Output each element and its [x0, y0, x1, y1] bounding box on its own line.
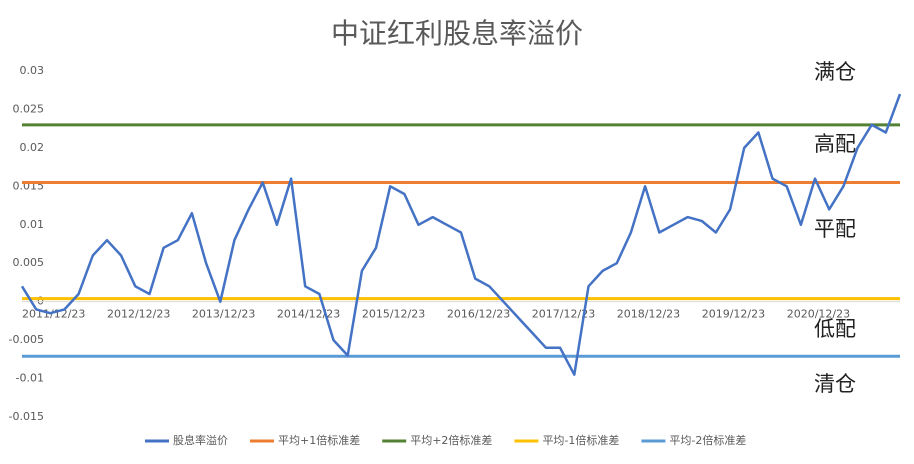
x-tick-label: 2014/12/23 — [277, 308, 340, 321]
x-tick-label: 2013/12/23 — [192, 308, 255, 321]
x-tick-label: 2012/12/23 — [107, 308, 170, 321]
x-tick-label: 2020/12/23 — [787, 308, 850, 321]
zone-label: 清仓 — [814, 372, 856, 396]
x-tick-label: 2018/12/23 — [617, 308, 680, 321]
legend-label: 平均+2倍标准差 — [410, 433, 492, 447]
zone-label: 平配 — [814, 217, 856, 241]
y-tick-label: 0.02 — [20, 141, 45, 154]
chart-title: 中证红利股息率溢价 — [331, 17, 583, 50]
legend-label: 平均+1倍标准差 — [278, 433, 360, 447]
x-tick-label: 2011/12/23 — [22, 308, 85, 321]
legend-label: 平均-2倍标准差 — [669, 433, 746, 447]
y-tick-label: -0.005 — [9, 333, 44, 346]
zone-label: 满仓 — [814, 60, 856, 84]
data-line — [20, 93, 902, 376]
x-tick-label: 2017/12/23 — [532, 308, 595, 321]
y-tick-label: 0.025 — [13, 102, 45, 115]
y-tick-label: -0.015 — [9, 410, 44, 423]
y-tick-label: 0.005 — [13, 256, 45, 269]
legend-label: 股息率溢价 — [173, 433, 228, 447]
y-tick-label: -0.01 — [16, 372, 44, 385]
x-tick-label: 2016/12/23 — [447, 308, 510, 321]
zone-label: 高配 — [814, 132, 856, 156]
zone-label: 低配 — [814, 317, 856, 341]
legend-label: 平均-1倍标准差 — [542, 433, 619, 447]
x-tick-label: 2015/12/23 — [362, 308, 425, 321]
x-tick-label: 2019/12/23 — [702, 308, 765, 321]
y-tick-label: 0.01 — [20, 218, 45, 231]
y-tick-label: 0.03 — [20, 64, 45, 77]
